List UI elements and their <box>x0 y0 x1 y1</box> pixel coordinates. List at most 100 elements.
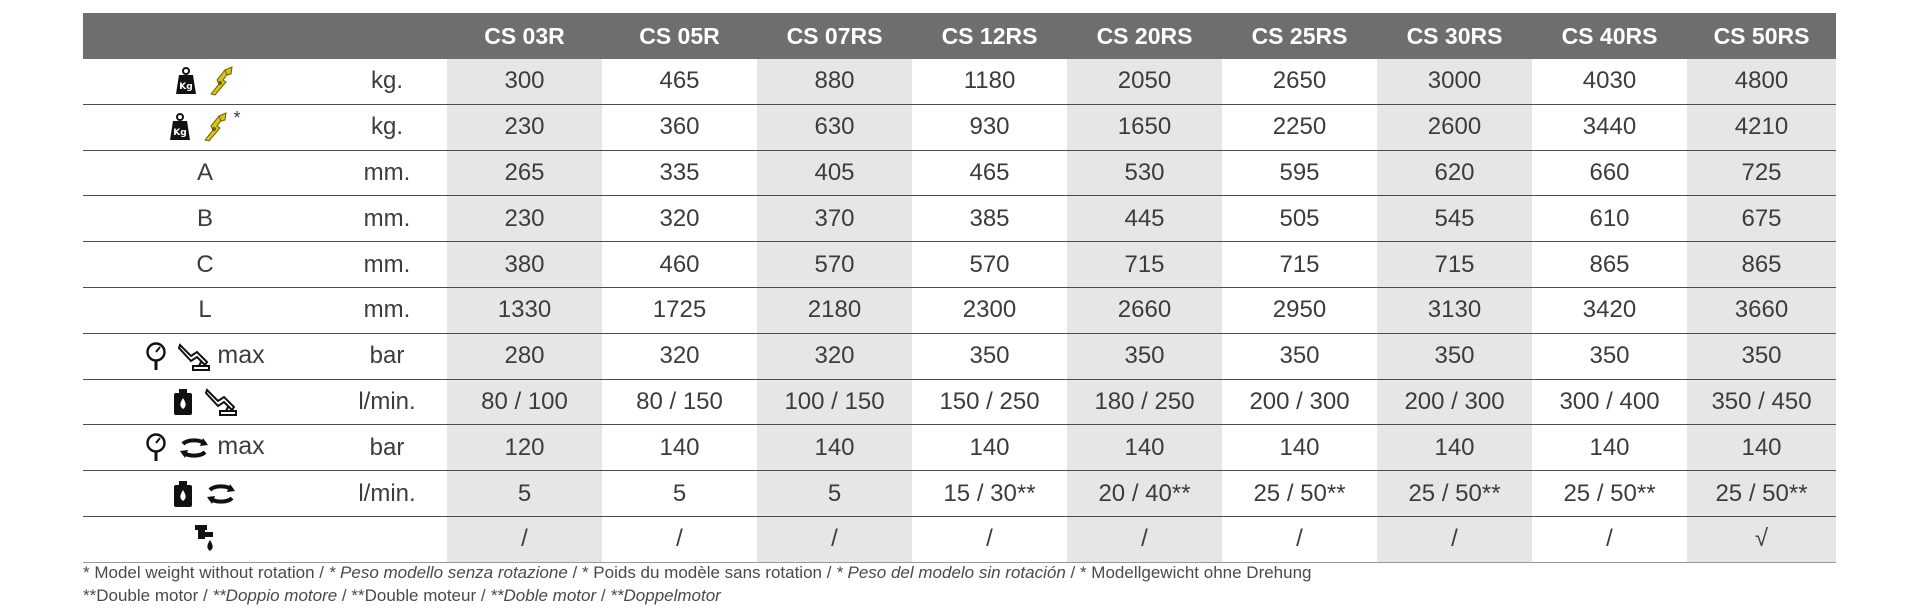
value-cell: 370 <box>757 195 912 243</box>
row-unit: mm. <box>327 150 447 197</box>
value-cell: 265 <box>447 150 602 197</box>
value-cell: 350 / 450 <box>1687 379 1836 426</box>
value-cell: / <box>1532 516 1687 563</box>
column-header: CS 03R <box>447 13 602 59</box>
value-cell: 5 <box>757 470 912 517</box>
oil-tank-icon <box>172 388 194 416</box>
value-cell: 25 / 50** <box>1687 470 1836 517</box>
value-cell: 460 <box>602 241 757 288</box>
value-cell: 630 <box>757 104 912 151</box>
weight-icon: Kg <box>169 113 191 141</box>
value-cell: / <box>1067 516 1222 563</box>
value-cell: 80 / 100 <box>447 379 602 426</box>
value-cell: / <box>602 516 757 563</box>
value-cell: 350 <box>1377 333 1532 380</box>
value-cell: 80 / 150 <box>602 379 757 426</box>
value-cell: / <box>757 516 912 563</box>
value-cell: 445 <box>1067 195 1222 243</box>
value-cell: 1650 <box>1067 104 1222 151</box>
column-header: CS 07RS <box>757 13 912 59</box>
value-cell: 2300 <box>912 287 1067 334</box>
table-row: max bar 280 320 320 350 350 350 350 350 350 <box>83 333 1836 380</box>
footnotes: * Model weight without rotation / * Peso… <box>83 561 1312 607</box>
value-cell: 2600 <box>1377 104 1532 151</box>
table-row: l/min. 5 5 5 15 / 30** 20 / 40** 25 / 50** 25 /… <box>83 470 1836 517</box>
table-row: Kg kg. 300 465 880 1180 2050 2650 3000 4030 4800 <box>83 59 1836 105</box>
footnote-segment: / * Poids du modèle sans rotation / <box>567 563 837 582</box>
value-cell: 385 <box>912 195 1067 243</box>
weight-icon: Kg <box>175 67 197 95</box>
row-label: max <box>83 333 327 380</box>
shears-icon <box>207 66 235 96</box>
value-cell: / <box>1222 516 1377 563</box>
value-cell: 595 <box>1222 150 1377 197</box>
dimension-label: A <box>196 158 213 186</box>
row-label: A <box>83 150 327 197</box>
row-unit: mm. <box>327 241 447 288</box>
value-cell: 4800 <box>1687 59 1836 105</box>
table-row: Kg * kg. 230 360 630 930 1650 2250 2600 3440 4210 <box>83 104 1836 151</box>
row-unit: mm. <box>327 195 447 243</box>
row-label: B <box>83 195 327 243</box>
footnote-segment: **Doppio motore <box>212 586 338 605</box>
water-tap-icon <box>193 523 217 555</box>
row-label <box>83 379 327 426</box>
row-label: Kg * <box>83 104 327 151</box>
value-cell: 725 <box>1687 150 1836 197</box>
row-unit: l/min. <box>327 470 447 517</box>
row-label <box>83 516 327 563</box>
value-cell: 865 <box>1687 241 1836 288</box>
footnote-segment: / * Modellgewicht ohne Drehung <box>1065 563 1312 582</box>
value-cell: 2650 <box>1222 59 1377 105</box>
value-cell: √ <box>1687 516 1836 563</box>
value-cell: 545 <box>1377 195 1532 243</box>
value-cell: 405 <box>757 150 912 197</box>
value-cell: 570 <box>757 241 912 288</box>
value-cell: 140 <box>1687 424 1836 472</box>
value-cell: 2950 <box>1222 287 1377 334</box>
value-cell: 570 <box>912 241 1067 288</box>
value-cell: 25 / 50** <box>1377 470 1532 517</box>
rotation-icon <box>177 435 211 461</box>
value-cell: 4030 <box>1532 59 1687 105</box>
value-cell: 465 <box>912 150 1067 197</box>
value-cell: 350 <box>1222 333 1377 380</box>
row-unit: l/min. <box>327 379 447 426</box>
value-cell: 335 <box>602 150 757 197</box>
row-unit: bar <box>327 333 447 380</box>
column-header: CS 25RS <box>1222 13 1377 59</box>
footnote-line-2: **Double motor / **Doppio motore / **Dou… <box>83 584 1312 607</box>
value-cell: 660 <box>1532 150 1687 197</box>
dimension-label: C <box>196 250 214 278</box>
value-cell: 465 <box>602 59 757 105</box>
header-blank-unit <box>327 13 447 59</box>
value-cell: 140 <box>912 424 1067 472</box>
spec-table-container: CS 03R CS 05R CS 07RS CS 12RS CS 20RS CS 25RS… <box>83 13 1836 563</box>
value-cell: 320 <box>757 333 912 380</box>
value-cell: 300 <box>447 59 602 105</box>
dimension-label: L <box>198 296 212 324</box>
value-cell: 350 <box>912 333 1067 380</box>
value-cell: 20 / 40** <box>1067 470 1222 517</box>
value-cell: 140 <box>602 424 757 472</box>
value-cell: 200 / 300 <box>1222 379 1377 426</box>
value-cell: 140 <box>1222 424 1377 472</box>
value-cell: 3440 <box>1532 104 1687 151</box>
value-cell: 3130 <box>1377 287 1532 334</box>
value-cell: 880 <box>757 59 912 105</box>
value-cell: 230 <box>447 195 602 243</box>
row-unit: mm. <box>327 287 447 334</box>
value-cell: 4210 <box>1687 104 1836 151</box>
rotation-icon <box>204 481 238 507</box>
value-cell: 140 <box>1532 424 1687 472</box>
column-header: CS 30RS <box>1377 13 1532 59</box>
value-cell: 25 / 50** <box>1222 470 1377 517</box>
value-cell: 5 <box>602 470 757 517</box>
row-unit: bar <box>327 424 447 472</box>
footnote-segment: / <box>596 586 611 605</box>
value-cell: 865 <box>1532 241 1687 288</box>
value-cell: 180 / 250 <box>1067 379 1222 426</box>
footnote-segment: * Peso del modelo sin rotación <box>836 563 1066 582</box>
